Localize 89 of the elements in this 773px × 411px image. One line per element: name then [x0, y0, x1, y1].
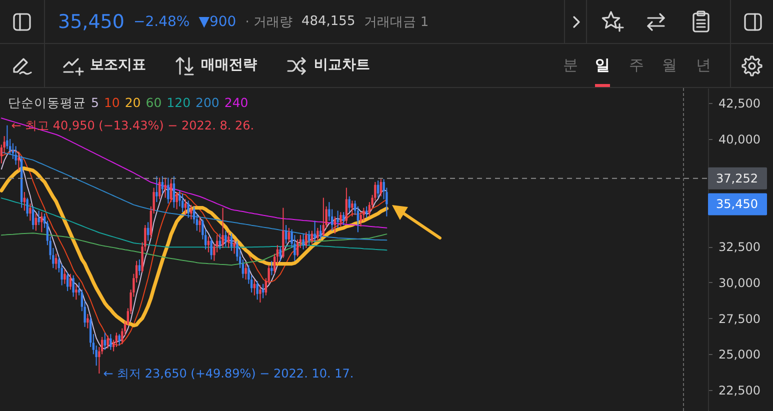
- candlestick: [118, 334, 120, 346]
- candlestick: [64, 269, 66, 284]
- text: 35,450: [716, 197, 758, 212]
- text: 484,155: [301, 14, 356, 29]
- text: 비교차트: [314, 56, 370, 75]
- candlestick: [158, 177, 161, 200]
- candlestick: [256, 280, 258, 300]
- candlestick: [18, 152, 20, 172]
- candlestick: [279, 246, 282, 262]
- candlestick: [26, 197, 28, 217]
- candlestick: [288, 227, 290, 243]
- candlestick: [262, 283, 264, 299]
- text: 120: [166, 95, 191, 110]
- text: 거래대금 1: [364, 14, 429, 30]
- candlestick: [106, 335, 109, 349]
- candlestick: [310, 230, 314, 244]
- candlestick: [110, 334, 112, 350]
- candlestick: [54, 253, 58, 270]
- y-tick-label: 22,500: [718, 384, 760, 398]
- text: 매매전략: [201, 56, 257, 75]
- text: 일: [595, 55, 610, 76]
- text: 5: [91, 95, 99, 110]
- candlestick: [314, 220, 316, 243]
- candlestick: [184, 198, 187, 216]
- y-tick-label: 32,500: [718, 240, 760, 254]
- candlestick: [164, 177, 166, 198]
- candlestick: [190, 204, 192, 220]
- text: 분: [563, 55, 578, 76]
- y-tick-label: 42,500: [718, 96, 760, 111]
- candlestick: [322, 197, 325, 238]
- candlestick: [305, 232, 308, 248]
- annotation: ← 최고 40,950 (−13.43%) − 2022. 8. 26.: [11, 118, 254, 132]
- candlestick: [167, 177, 170, 204]
- candlestick: [198, 216, 201, 233]
- text: ▼900: [198, 14, 236, 30]
- text: 200: [196, 95, 220, 110]
- candlestick: [270, 260, 273, 276]
- candlestick: [244, 263, 247, 280]
- text: 년: [696, 55, 711, 76]
- candlestick: [40, 212, 43, 233]
- candlestick: [345, 187, 348, 224]
- text: 37,252: [716, 171, 758, 186]
- candlestick: [29, 203, 32, 222]
- candlestick: [187, 200, 190, 218]
- candlestick: [172, 176, 176, 208]
- candlestick: [86, 314, 89, 329]
- candlestick: [72, 274, 74, 298]
- candlestick: [14, 146, 17, 166]
- candlestick: [176, 192, 178, 210]
- candlestick: [365, 206, 368, 218]
- candlestick: [230, 233, 233, 252]
- candlestick: [227, 232, 230, 248]
- text: 20: [124, 95, 141, 110]
- candlestick: [224, 230, 227, 248]
- candlestick: [259, 284, 262, 304]
- text: 주: [629, 55, 644, 76]
- text: 240: [224, 95, 248, 110]
- candlestick: [138, 258, 141, 276]
- candlestick: [336, 210, 339, 228]
- text: 35,450: [58, 10, 124, 32]
- candlestick: [351, 200, 354, 217]
- candlestick: [360, 212, 362, 227]
- candlestick: [348, 196, 350, 213]
- line-series: [0, 166, 388, 328]
- candlestick: [316, 227, 319, 242]
- y-tick-label: 25,000: [718, 348, 760, 362]
- candlestick: [302, 233, 304, 250]
- legend-title: 단순이동평균: [8, 95, 86, 110]
- y-tick-label: 30,000: [718, 276, 760, 290]
- candlestick: [222, 207, 224, 248]
- text: · 거래량: [245, 14, 292, 30]
- candlestick: [380, 178, 382, 197]
- y-tick-label: 27,500: [718, 312, 760, 326]
- candlestick: [38, 210, 40, 226]
- candlestick: [233, 238, 236, 254]
- candlestick: [340, 212, 342, 227]
- annotation: ← 최저 23,650 (+49.89%) − 2022. 10. 17.: [103, 366, 354, 381]
- candlestick: [75, 284, 78, 300]
- candlestick: [181, 192, 184, 213]
- text: 60: [146, 95, 162, 110]
- candlestick: [210, 237, 212, 260]
- candlestick: [308, 230, 310, 246]
- text: −2.48%: [133, 14, 190, 30]
- text: 월: [662, 55, 677, 76]
- y-tick-label: 40,000: [718, 132, 760, 146]
- text: 10: [104, 95, 120, 110]
- line-series: [0, 118, 388, 228]
- text: 보조지표: [90, 56, 146, 75]
- candlestick: [156, 176, 158, 203]
